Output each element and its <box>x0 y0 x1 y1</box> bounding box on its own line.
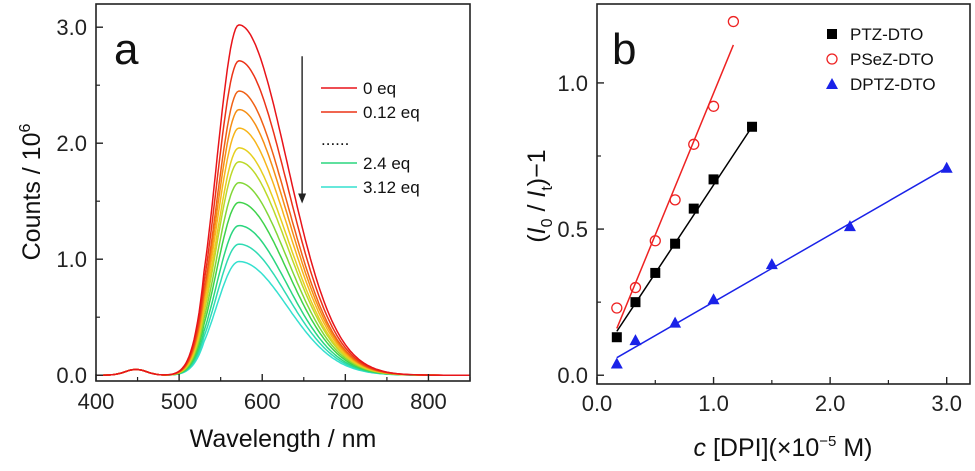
x-tick-label-b: 1.0 <box>698 391 729 416</box>
x-tick-label-a: 700 <box>327 389 364 414</box>
legend-label-a: 0.12 eq <box>363 103 420 122</box>
y-tick-label-b: 0.0 <box>557 363 588 388</box>
data-point <box>688 138 700 150</box>
data-point <box>670 238 681 249</box>
legend-marker-b <box>826 78 838 89</box>
x-tick-label-b: 0.0 <box>582 391 613 416</box>
y-axis-label-a-text: Counts / 10 <box>18 133 46 261</box>
spectra-group <box>96 24 470 376</box>
legend-label-a: 3.12 eq <box>363 178 420 197</box>
x-tick-label-a: 500 <box>161 389 198 414</box>
legend-marker-b <box>826 53 838 65</box>
y-tick-label-a: 1.0 <box>56 247 87 272</box>
arrow-head <box>298 193 307 204</box>
y-tick-label-a: 2.0 <box>56 131 87 156</box>
data-point <box>611 302 623 314</box>
axis-ticks-a: 400 500 600 700 800 0.0 1.0 2.0 3.0 <box>56 15 471 414</box>
legend-label-a: 0 eq <box>363 79 396 98</box>
decrease-arrow <box>298 56 307 204</box>
legend-ellipsis-a: ...... <box>321 130 349 149</box>
data-point <box>650 267 661 278</box>
data-point <box>843 220 856 232</box>
fit-line <box>616 167 948 359</box>
data-point <box>727 15 740 28</box>
y-axis-label-a: Counts / 106 <box>17 124 46 261</box>
legend-label-a: 2.4 eq <box>363 154 410 173</box>
legend-marker-b <box>827 29 837 39</box>
spectrum-line <box>96 260 470 376</box>
data-point <box>688 203 699 214</box>
panel-label-a: a <box>114 25 139 74</box>
x-axis-label-b-exponent: −5 <box>819 433 836 450</box>
spectrum-line <box>96 243 470 376</box>
fit-line <box>616 44 735 329</box>
data-point <box>765 258 778 270</box>
data-point <box>747 121 758 132</box>
x-tick-label-a: 800 <box>410 389 447 414</box>
y-axis-label-a-exponent: 6 <box>17 124 34 133</box>
y-tick-label-b: 1.0 <box>557 71 588 96</box>
x-axis-label-b-unit: M) <box>836 434 872 462</box>
x-axis-label-b-text: [DPI](×10 <box>706 434 819 462</box>
data-point <box>707 100 720 112</box>
y-tick-label-a: 0.0 <box>56 363 87 388</box>
legend-b: PTZ-DTO PSeZ-DTO DPTZ-DTO <box>826 25 936 94</box>
data-point <box>629 281 642 294</box>
legend-label-b: DPTZ-DTO <box>850 75 936 94</box>
y-tick-label-b: 0.5 <box>557 217 588 242</box>
chart-panel-b: 0.0 1.0 2.0 3.0 0.0 0.5 1.0 b PTZ-DTO PSeZ-DTO D… <box>523 3 971 462</box>
y-axis-label-b: (I0 / It)−1 <box>523 149 556 242</box>
data-point <box>610 357 623 369</box>
y-tick-label-a: 3.0 <box>56 15 87 40</box>
x-axis-label-a: Wavelength / nm <box>190 425 377 453</box>
data-point <box>649 235 661 247</box>
plot-frame-a <box>95 3 471 382</box>
x-tick-label-a: 400 <box>78 389 115 414</box>
data-point <box>629 334 642 346</box>
data-point <box>669 194 681 206</box>
spectrum-line <box>96 24 470 376</box>
data-point <box>630 297 641 308</box>
legend-label-b: PSeZ-DTO <box>850 50 934 69</box>
x-axis-label-b-variable: c <box>694 434 707 462</box>
x-tick-label-b: 2.0 <box>815 391 846 416</box>
data-point <box>707 293 720 305</box>
x-tick-label-a: 600 <box>244 389 281 414</box>
data-point <box>669 316 682 328</box>
data-point <box>708 174 719 185</box>
spectrum-line <box>96 108 470 376</box>
legend-label-b: PTZ-DTO <box>850 25 923 44</box>
x-tick-label-b: 3.0 <box>931 391 962 416</box>
axis-ticks-b: 0.0 1.0 2.0 3.0 0.0 0.5 1.0 <box>557 71 962 416</box>
panel-label-b: b <box>612 25 636 74</box>
x-axis-label-b: c [DPI](×10−5 M) <box>694 433 873 462</box>
data-points-group <box>610 15 953 369</box>
data-point <box>611 332 622 343</box>
plot-frame-b <box>596 3 971 385</box>
chart-panel-a: 400 500 600 700 800 0.0 1.0 2.0 3.0 a 0 eq 0.12 e… <box>17 3 471 453</box>
legend-a: 0 eq 0.12 eq...... 2.4 eq 3.12 eq <box>321 79 420 197</box>
data-point <box>940 161 953 173</box>
